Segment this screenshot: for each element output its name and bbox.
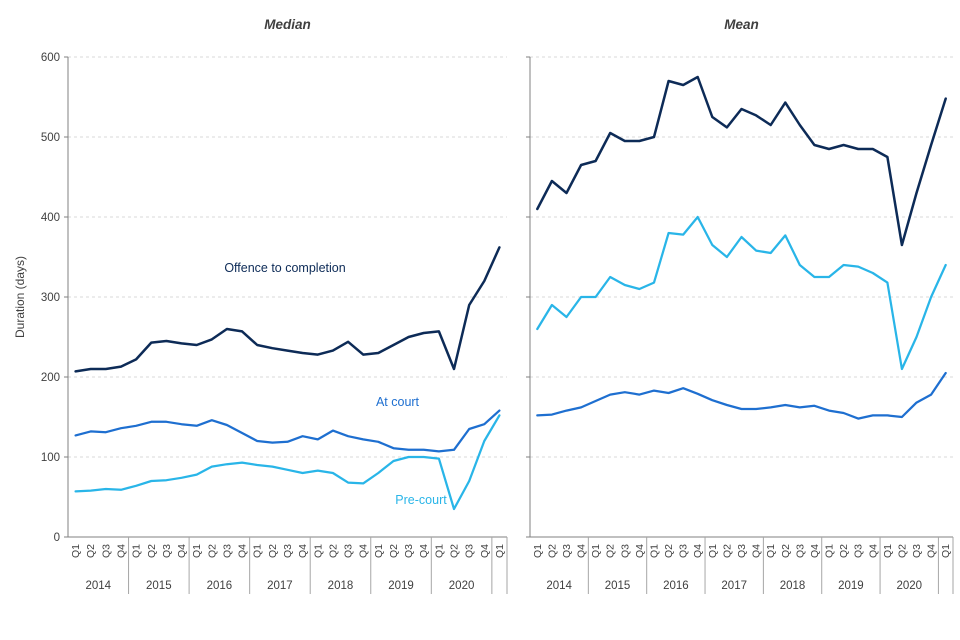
y-tick-label: 100 [41,452,60,464]
x-year-label: 2014 [85,580,111,592]
x-tick-label: Q1 [707,544,719,558]
x-year-label: 2019 [838,580,864,592]
x-tick-label: Q4 [576,544,588,558]
x-tick-label: Q2 [721,544,733,558]
x-tick-label: Q4 [926,544,938,558]
x-tick-label: Q3 [794,544,806,558]
series-line-offence-to-completion [74,246,501,373]
x-tick-label: Q1 [532,544,544,558]
x-tick-label: Q1 [824,544,836,558]
x-tick-label: Q1 [373,544,385,558]
x-tick-label: Q2 [838,544,850,558]
x-tick-label: Q2 [449,544,461,558]
x-year-label: 2016 [207,580,233,592]
x-tick-label: Q4 [634,544,646,558]
series-label-pre-court: Pre-court [395,493,447,507]
x-tick-label: Q1 [70,544,82,558]
x-tick-label: Q2 [780,544,792,558]
x-year-label: 2017 [721,580,747,592]
y-tick-label: 600 [41,52,60,64]
x-tick-label: Q4 [692,544,704,558]
x-year-label: 2014 [546,580,572,592]
x-tick-label: Q1 [940,544,952,558]
x-tick-label: Q3 [853,544,865,558]
x-tick-label: Q1 [312,544,324,558]
series-label-at-court: At court [375,395,420,409]
x-tick-label: Q2 [388,544,400,558]
x-tick-label: Q4 [751,544,763,558]
y-tick-label: 200 [41,372,60,384]
x-year-label: 2015 [146,580,172,592]
series-line-pre-court [74,414,501,511]
x-tick-label: Q1 [765,544,777,558]
x-tick-label: Q4 [297,544,309,558]
x-tick-label: Q1 [494,544,506,558]
x-tick-label: Q3 [911,544,923,558]
x-tick-label: Q1 [590,544,602,558]
y-tick-label: 0 [54,532,60,544]
x-tick-label: Q2 [896,544,908,558]
x-tick-label: Q1 [131,544,143,558]
panel-title-median: Median [264,17,311,32]
x-tick-label: Q3 [736,544,748,558]
x-year-label: 2019 [388,580,414,592]
x-tick-label: Q3 [343,544,355,558]
x-tick-label: Q1 [252,544,264,558]
x-tick-label: Q3 [678,544,690,558]
x-tick-label: Q3 [282,544,294,558]
x-tick-label: Q4 [867,544,879,558]
x-tick-label: Q4 [115,544,127,558]
x-tick-label: Q4 [176,544,188,558]
x-tick-label: Q2 [327,544,339,558]
x-tick-label: Q2 [206,544,218,558]
x-tick-label: Q1 [882,544,894,558]
x-year-label: 2020 [896,580,922,592]
x-year-label: 2018 [780,580,806,592]
x-year-label: 2016 [663,580,689,592]
x-tick-label: Q3 [221,544,233,558]
x-tick-label: Q3 [464,544,476,558]
x-year-label: 2017 [267,580,293,592]
x-tick-label: Q2 [546,544,558,558]
series-line-offence-to-completion [536,75,947,247]
x-year-label: 2020 [449,580,475,592]
x-tick-label: Q3 [161,544,173,558]
x-tick-label: Q1 [648,544,660,558]
x-tick-label: Q4 [479,544,491,558]
series-line-at-court [74,409,501,453]
series-line-at-court [536,371,947,420]
x-tick-label: Q2 [146,544,158,558]
x-tick-label: Q1 [191,544,203,558]
panel-mean: Q1 Q2 Q3 Q4 Q1 Q2 Q3 Q4 Q1 Q2 Q3 Q4 Q1 Q2 Q3 Q4 Q1 Q2 Q3 Q4… [526,56,954,594]
x-tick-label: Q2 [85,544,97,558]
x-tick-label: Q3 [100,544,112,558]
x-tick-label: Q4 [418,544,430,558]
x-tick-label: Q1 [433,544,445,558]
x-tick-label: Q2 [267,544,279,558]
y-axis-title: Duration (days) [13,255,27,339]
x-tick-label: Q2 [663,544,675,558]
x-year-label: 2015 [605,580,631,592]
x-tick-label: Q3 [403,544,415,558]
panel-title-mean: Mean [724,17,759,32]
series-label-offence-to-completion: Offence to completion [224,261,346,275]
series-line-pre-court [536,215,947,371]
x-tick-label: Q4 [809,544,821,558]
x-tick-label: Q2 [605,544,617,558]
y-tick-label: 400 [41,212,60,224]
y-tick-label: 500 [41,132,60,144]
y-tick-label: 300 [41,292,60,304]
x-year-label: 2018 [328,580,354,592]
x-tick-label: Q4 [237,544,249,558]
x-tick-label: Q3 [619,544,631,558]
x-tick-label: Q3 [561,544,573,558]
x-tick-label: Q4 [358,544,370,558]
